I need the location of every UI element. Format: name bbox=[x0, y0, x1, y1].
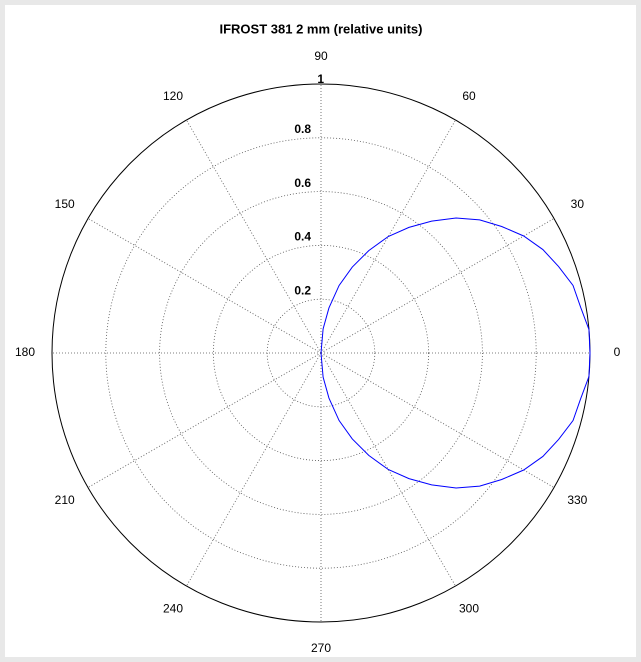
r-tick-label: 1 bbox=[317, 72, 324, 86]
r-tick-label: 0.6 bbox=[294, 176, 311, 190]
data-line bbox=[320, 217, 591, 489]
chart-title: IFROST 381 2 mm (relative units) bbox=[219, 21, 422, 36]
grid-circle bbox=[105, 137, 537, 569]
angle-label: 120 bbox=[163, 89, 183, 103]
angle-label: 180 bbox=[15, 345, 35, 359]
angle-label: 0 bbox=[614, 345, 621, 359]
r-tick-label: 0.4 bbox=[294, 230, 311, 244]
r-tick-label: 0.2 bbox=[294, 283, 311, 297]
grid-circle bbox=[159, 191, 483, 515]
angle-label: 330 bbox=[567, 493, 587, 507]
angle-label: 210 bbox=[55, 493, 75, 507]
angle-label: 90 bbox=[314, 49, 328, 63]
r-tick-label: 0.8 bbox=[294, 122, 311, 136]
angle-label: 30 bbox=[571, 197, 585, 211]
angle-label: 150 bbox=[55, 197, 75, 211]
angle-label: 60 bbox=[462, 89, 476, 103]
angle-label: 300 bbox=[459, 602, 479, 616]
angle-label: 270 bbox=[311, 641, 331, 655]
angle-label: 240 bbox=[163, 602, 183, 616]
grid-circle bbox=[212, 244, 429, 461]
plot-background bbox=[5, 5, 636, 657]
grid-circle bbox=[266, 298, 376, 408]
